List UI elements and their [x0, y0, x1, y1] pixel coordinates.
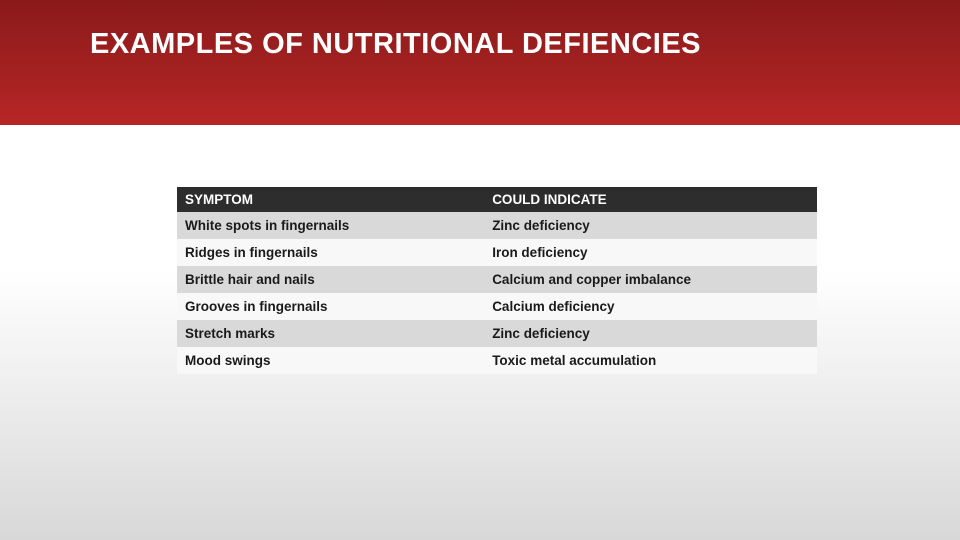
cell-indication: Calcium deficiency: [484, 293, 817, 320]
cell-symptom: Brittle hair and nails: [177, 266, 484, 293]
cell-indication: Zinc deficiency: [484, 212, 817, 239]
table-row: Stretch marks Zinc deficiency: [177, 320, 817, 347]
cell-indication: Zinc deficiency: [484, 320, 817, 347]
page-title: EXAMPLES OF NUTRITIONAL DEFIENCIES: [90, 28, 960, 61]
title-band: EXAMPLES OF NUTRITIONAL DEFIENCIES: [0, 0, 960, 125]
cell-symptom: Ridges in fingernails: [177, 239, 484, 266]
cell-symptom: Grooves in fingernails: [177, 293, 484, 320]
column-header-symptom: SYMPTOM: [177, 187, 484, 212]
table-header-row: SYMPTOM COULD INDICATE: [177, 187, 817, 212]
cell-symptom: White spots in fingernails: [177, 212, 484, 239]
cell-indication: Calcium and copper imbalance: [484, 266, 817, 293]
table-row: Brittle hair and nails Calcium and coppe…: [177, 266, 817, 293]
deficiency-table: SYMPTOM COULD INDICATE White spots in fi…: [177, 187, 817, 374]
table-row: Grooves in fingernails Calcium deficienc…: [177, 293, 817, 320]
cell-indication: Iron deficiency: [484, 239, 817, 266]
column-header-indication: COULD INDICATE: [484, 187, 817, 212]
deficiency-table-container: SYMPTOM COULD INDICATE White spots in fi…: [177, 187, 817, 374]
table-row: Ridges in fingernails Iron deficiency: [177, 239, 817, 266]
cell-symptom: Stretch marks: [177, 320, 484, 347]
cell-indication: Toxic metal accumulation: [484, 347, 817, 374]
table-row: White spots in fingernails Zinc deficien…: [177, 212, 817, 239]
cell-symptom: Mood swings: [177, 347, 484, 374]
table-row: Mood swings Toxic metal accumulation: [177, 347, 817, 374]
